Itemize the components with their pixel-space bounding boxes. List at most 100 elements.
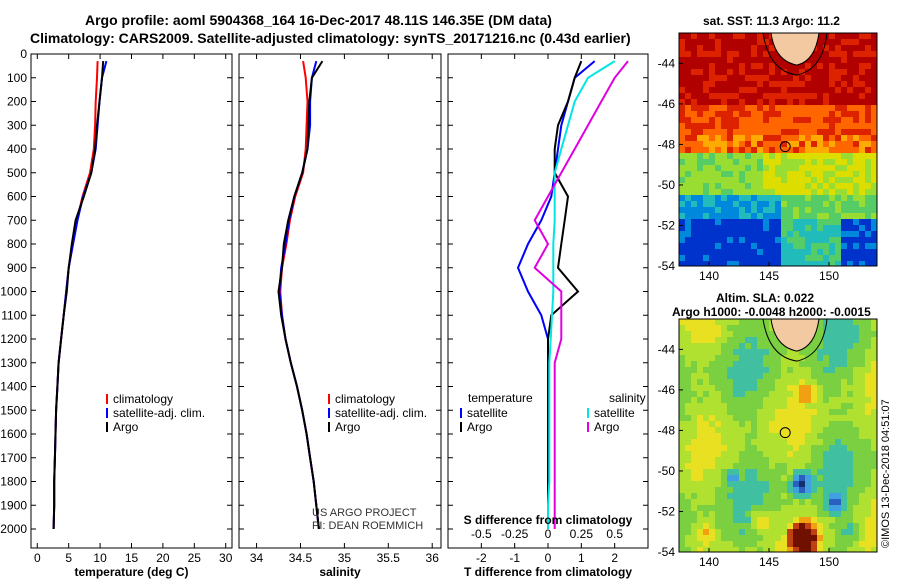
map-cell (799, 517, 805, 523)
map-cell (817, 213, 823, 219)
map-cell (859, 255, 865, 261)
map-cell (751, 385, 757, 391)
map-cell (841, 367, 847, 373)
map-cell (781, 225, 787, 231)
map-cell (805, 261, 811, 266)
map-cell (817, 469, 823, 475)
map-cell (841, 45, 847, 51)
map-cell (721, 195, 727, 201)
map-cell (805, 207, 811, 213)
map-cell (757, 243, 763, 249)
x2-tick-label: 0.25 (570, 527, 594, 541)
map-cell (679, 213, 685, 219)
map-cell (787, 99, 793, 105)
map-cell (781, 69, 787, 75)
map-cell (763, 57, 769, 63)
map-cell (751, 129, 757, 135)
map-cell (799, 225, 805, 231)
map-cell (835, 457, 841, 463)
map-cell (799, 159, 805, 165)
map-cell (727, 517, 733, 523)
map-cell (847, 541, 853, 547)
map-cell (823, 439, 829, 445)
map-cell (787, 385, 793, 391)
map-cell (823, 123, 829, 129)
map-cell (799, 373, 805, 379)
map-cell (829, 159, 835, 165)
x2-tick-label: 0.5 (606, 527, 623, 541)
map-cell (769, 337, 775, 343)
map-cell (751, 463, 757, 469)
map-cell (805, 81, 811, 87)
map-frame (678, 318, 878, 553)
map-cell (775, 213, 781, 219)
map-cell (721, 33, 727, 39)
map-cell (835, 33, 841, 39)
map-cell (721, 373, 727, 379)
map-cell (853, 165, 859, 171)
title-line-1: Argo profile: aoml 5904368_164 16-Dec-20… (85, 12, 552, 28)
map-cell (745, 195, 751, 201)
legend-header-temperature: temperature (468, 391, 533, 405)
map-cell (781, 201, 787, 207)
map-cell (769, 261, 775, 266)
map-cell (685, 195, 691, 201)
map-cell (709, 231, 715, 237)
map-cell (841, 51, 847, 57)
map-cell (847, 219, 853, 225)
map-cell (853, 159, 859, 165)
map-cell (691, 463, 697, 469)
map-cell (799, 421, 805, 427)
map-cell (847, 159, 853, 165)
map-cell (787, 75, 793, 81)
map-cell (799, 361, 805, 367)
map-cell (757, 337, 763, 343)
map-cell (685, 81, 691, 87)
y-tick-label: 1300 (0, 356, 27, 370)
map-cell (745, 51, 751, 57)
map-cell (703, 207, 709, 213)
map-cell (799, 547, 805, 552)
map-cell (685, 487, 691, 493)
map-cell (859, 457, 865, 463)
map-cell (721, 69, 727, 75)
map-cell (871, 39, 877, 45)
map-cell (823, 517, 829, 523)
map-cell (733, 165, 739, 171)
map-cell (769, 93, 775, 99)
map-cell (823, 153, 829, 159)
map-cell (739, 415, 745, 421)
map-cell (793, 391, 799, 397)
map-cell (793, 105, 799, 111)
map-cell (769, 147, 775, 153)
map-cell (763, 541, 769, 547)
difference-panel: -2 -1 0 1 2T difference from climatology-0.5… (447, 53, 649, 579)
map-cell (703, 517, 709, 523)
map-cell (865, 505, 871, 511)
map-cell (757, 463, 763, 469)
map-cell (697, 523, 703, 529)
map-cell (715, 373, 721, 379)
map-cell (727, 349, 733, 355)
map-cell (721, 189, 727, 195)
map-cell (781, 183, 787, 189)
map-cell (793, 165, 799, 171)
map-cell (703, 33, 709, 39)
map-cell (715, 135, 721, 141)
map-cell (775, 117, 781, 123)
x2-axis-label: S difference from climatology (464, 513, 633, 527)
map-cell (715, 403, 721, 409)
map-cell (847, 475, 853, 481)
map-cell (835, 367, 841, 373)
map-cell (691, 123, 697, 129)
map-cell (775, 457, 781, 463)
map-cell (841, 105, 847, 111)
map-cell (853, 319, 859, 325)
map-y-tick-label: -52 (658, 504, 676, 518)
map-cell (799, 493, 805, 499)
map-cell (871, 75, 877, 81)
map-cell (763, 547, 769, 552)
map-cell (865, 147, 871, 153)
map-cell (865, 111, 871, 117)
map-cell (817, 379, 823, 385)
